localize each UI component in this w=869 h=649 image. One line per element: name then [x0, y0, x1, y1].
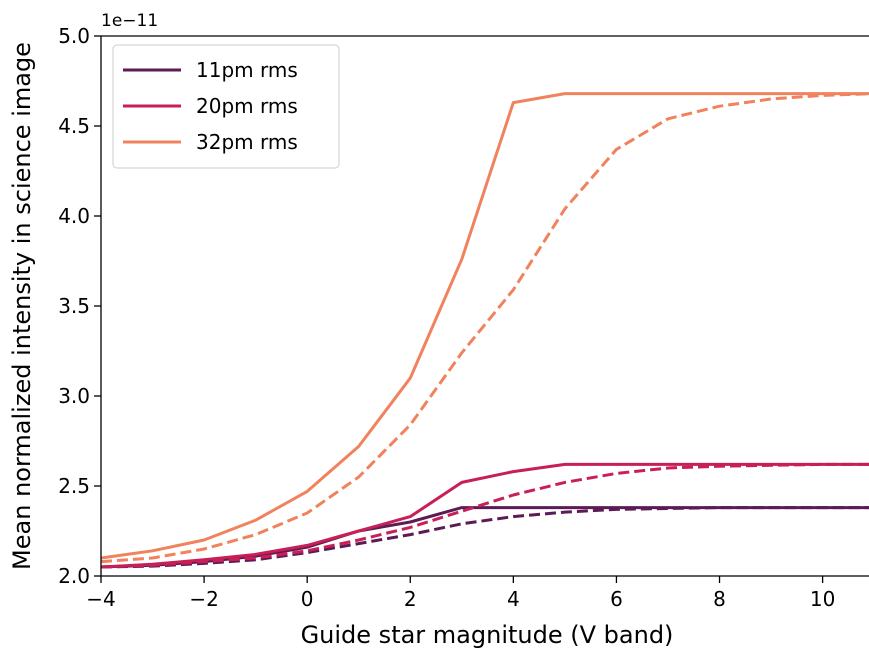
- series-lines: [101, 92, 869, 569]
- legend-items: 11pm rms 20pm rms 32pm rms: [123, 58, 298, 154]
- legend-label: 20pm rms: [196, 94, 298, 118]
- x-tick-label: 8: [713, 587, 726, 611]
- x-tick-label: 6: [610, 587, 623, 611]
- x-tick-label: 2: [404, 587, 417, 611]
- series-line-2-solid: [101, 462, 869, 569]
- y-offset-label: 1e−11: [101, 11, 158, 31]
- series-line-5-dashed: [101, 92, 869, 564]
- x-tick-label: 0: [301, 587, 314, 611]
- y-tick-label: 3.5: [58, 294, 90, 318]
- x-axis-label: Guide star magnitude (V band): [301, 621, 674, 649]
- legend-label: 32pm rms: [196, 130, 298, 154]
- y-tick-label: 4.5: [58, 114, 90, 138]
- x-tick-label: 10: [810, 587, 835, 611]
- y-tick-label: 2.5: [58, 474, 90, 498]
- legend-label: 11pm rms: [196, 58, 298, 82]
- legend: 11pm rms 20pm rms 32pm rms: [112, 44, 340, 169]
- x-tick-label: −2: [189, 587, 218, 611]
- series-line-3-dashed: [101, 462, 869, 569]
- series-line-1-dashed: [101, 506, 869, 569]
- x-ticks: −4 −2 0 2 4 6 8 10: [86, 576, 835, 611]
- y-tick-label: 2.0: [58, 564, 90, 588]
- legend-box: [112, 44, 340, 169]
- series-line-4-solid: [101, 92, 869, 560]
- x-tick-label: 4: [507, 587, 520, 611]
- y-axis-label: Mean normalized intensity in science ima…: [8, 42, 36, 570]
- y-tick-label: 3.0: [58, 384, 90, 408]
- x-tick-label: −4: [86, 587, 115, 611]
- y-tick-label: 5.0: [58, 24, 90, 48]
- y-tick-label: 4.0: [58, 204, 90, 228]
- y-ticks: 2.0 2.5 3.0 3.5 4.0 4.5 5.0: [58, 24, 101, 588]
